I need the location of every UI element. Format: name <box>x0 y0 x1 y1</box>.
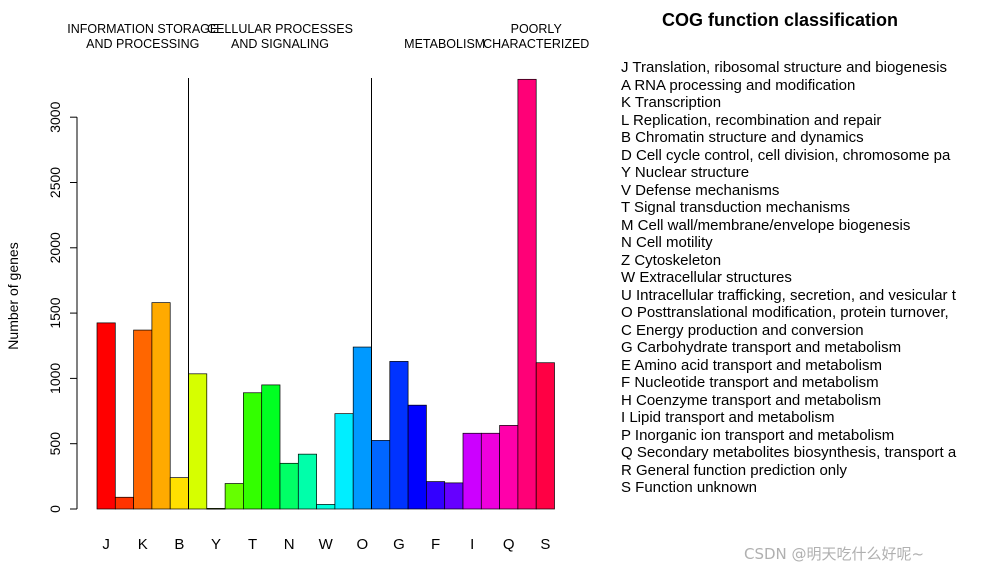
bar-L <box>151 302 171 510</box>
legend-item: T Signal transduction mechanisms <box>621 199 850 216</box>
legend-item: M Cell wall/membrane/envelope biogenesis <box>621 216 911 234</box>
bar-A <box>114 496 134 510</box>
x-tick-label: Q <box>503 536 515 553</box>
x-tick-label: G <box>393 536 405 553</box>
x-tick-label: F <box>431 536 440 553</box>
y-tick-label: 3000 <box>47 101 63 132</box>
bar-M <box>261 384 281 510</box>
x-tick-label: J <box>102 536 110 553</box>
bar-W <box>316 504 336 510</box>
legend-item: O Posttranslational modification, protei… <box>621 304 949 321</box>
legend-item: I Lipid transport and metabolism <box>621 409 835 426</box>
legend-item: S Function unknown <box>621 479 757 496</box>
legend-item: E Amino acid transport and metabolism <box>621 356 882 374</box>
y-tick-label: 2500 <box>47 167 63 198</box>
group-label: AND SIGNALING <box>231 37 329 51</box>
bar-Z <box>297 453 317 510</box>
y-tick-label: 500 <box>47 432 63 456</box>
x-tick-label: K <box>138 536 148 553</box>
bar-U <box>334 413 354 510</box>
chart-title: COG function classification <box>661 10 899 30</box>
legend-item: F Nucleotide transport and metabolism <box>621 374 879 391</box>
legend-item: D Cell cycle control, cell division, chr… <box>621 146 951 164</box>
group-label: METABOLISM <box>404 37 485 51</box>
legend-item: P Inorganic ion transport and metabolism <box>621 426 895 444</box>
x-tick-label: S <box>540 536 550 553</box>
y-tick-label: 1000 <box>47 363 63 394</box>
legend-item: C Energy production and conversion <box>621 321 864 339</box>
x-tick-label: T <box>248 536 257 553</box>
legend-item: Q Secondary metabolites biosynthesis, tr… <box>621 444 957 461</box>
bar-I <box>462 432 482 510</box>
legend-item: G Carbohydrate transport and metabolism <box>621 339 902 356</box>
bar-F <box>426 481 446 510</box>
bar-P <box>480 432 500 510</box>
bar-V <box>224 483 244 510</box>
bar-K <box>133 329 153 510</box>
group-label: CELLULAR PROCESSES <box>207 22 353 36</box>
category-legend: J Translation, ribosomal structure and b… <box>621 59 964 497</box>
legend-item: N Cell motility <box>621 234 713 251</box>
group-label: CHARACTERIZED <box>483 37 589 51</box>
watermark-text: CSDN @明天吃什么好呢~ <box>744 545 925 563</box>
x-tick-label: B <box>174 536 184 553</box>
bar-G <box>389 361 409 510</box>
legend-item: J Translation, ribosomal structure and b… <box>621 59 948 76</box>
x-tick-label: N <box>284 536 295 553</box>
bar-C <box>371 440 391 510</box>
group-label: AND PROCESSING <box>86 37 199 51</box>
legend-item: W Extracellular structures <box>621 269 792 286</box>
group-label: INFORMATION STORAGE <box>67 22 218 36</box>
legend-item: Y Nuclear structure <box>621 164 750 181</box>
bar-O <box>352 346 372 510</box>
bar-H <box>444 482 464 510</box>
y-tick-label: 0 <box>47 505 63 513</box>
bar-T <box>243 392 263 510</box>
bar-Y <box>206 508 226 510</box>
group-label: POORLY <box>511 22 563 36</box>
bar-N <box>279 462 299 510</box>
y-tick-label: 1500 <box>47 297 63 328</box>
x-tick-label: W <box>319 536 334 553</box>
legend-item: V Defense mechanisms <box>621 181 780 199</box>
bar-R <box>517 78 537 510</box>
x-tick-label: O <box>357 536 369 553</box>
bar-B <box>169 477 189 510</box>
legend-item: B Chromatin structure and dynamics <box>621 129 864 146</box>
x-tick-label: Y <box>211 536 221 553</box>
legend-item: U Intracellular trafficking, secretion, … <box>621 286 956 304</box>
bar-S <box>535 362 555 510</box>
legend-item: K Transcription <box>621 94 722 111</box>
bar-E <box>407 404 427 510</box>
y-tick-label: 2000 <box>47 232 63 263</box>
bar-J <box>96 322 116 510</box>
bar-Q <box>499 425 519 510</box>
legend-item: H Coenzyme transport and metabolism <box>621 391 882 409</box>
legend-item: L Replication, recombination and repair <box>621 111 882 129</box>
x-tick-label: I <box>470 536 474 553</box>
y-axis-label: Number of genes <box>5 242 21 349</box>
bar-D <box>188 373 208 510</box>
legend-item: A RNA processing and modification <box>621 76 856 94</box>
legend-item: Z Cytoskeleton <box>621 251 722 269</box>
legend-item: R General function prediction only <box>621 461 847 479</box>
